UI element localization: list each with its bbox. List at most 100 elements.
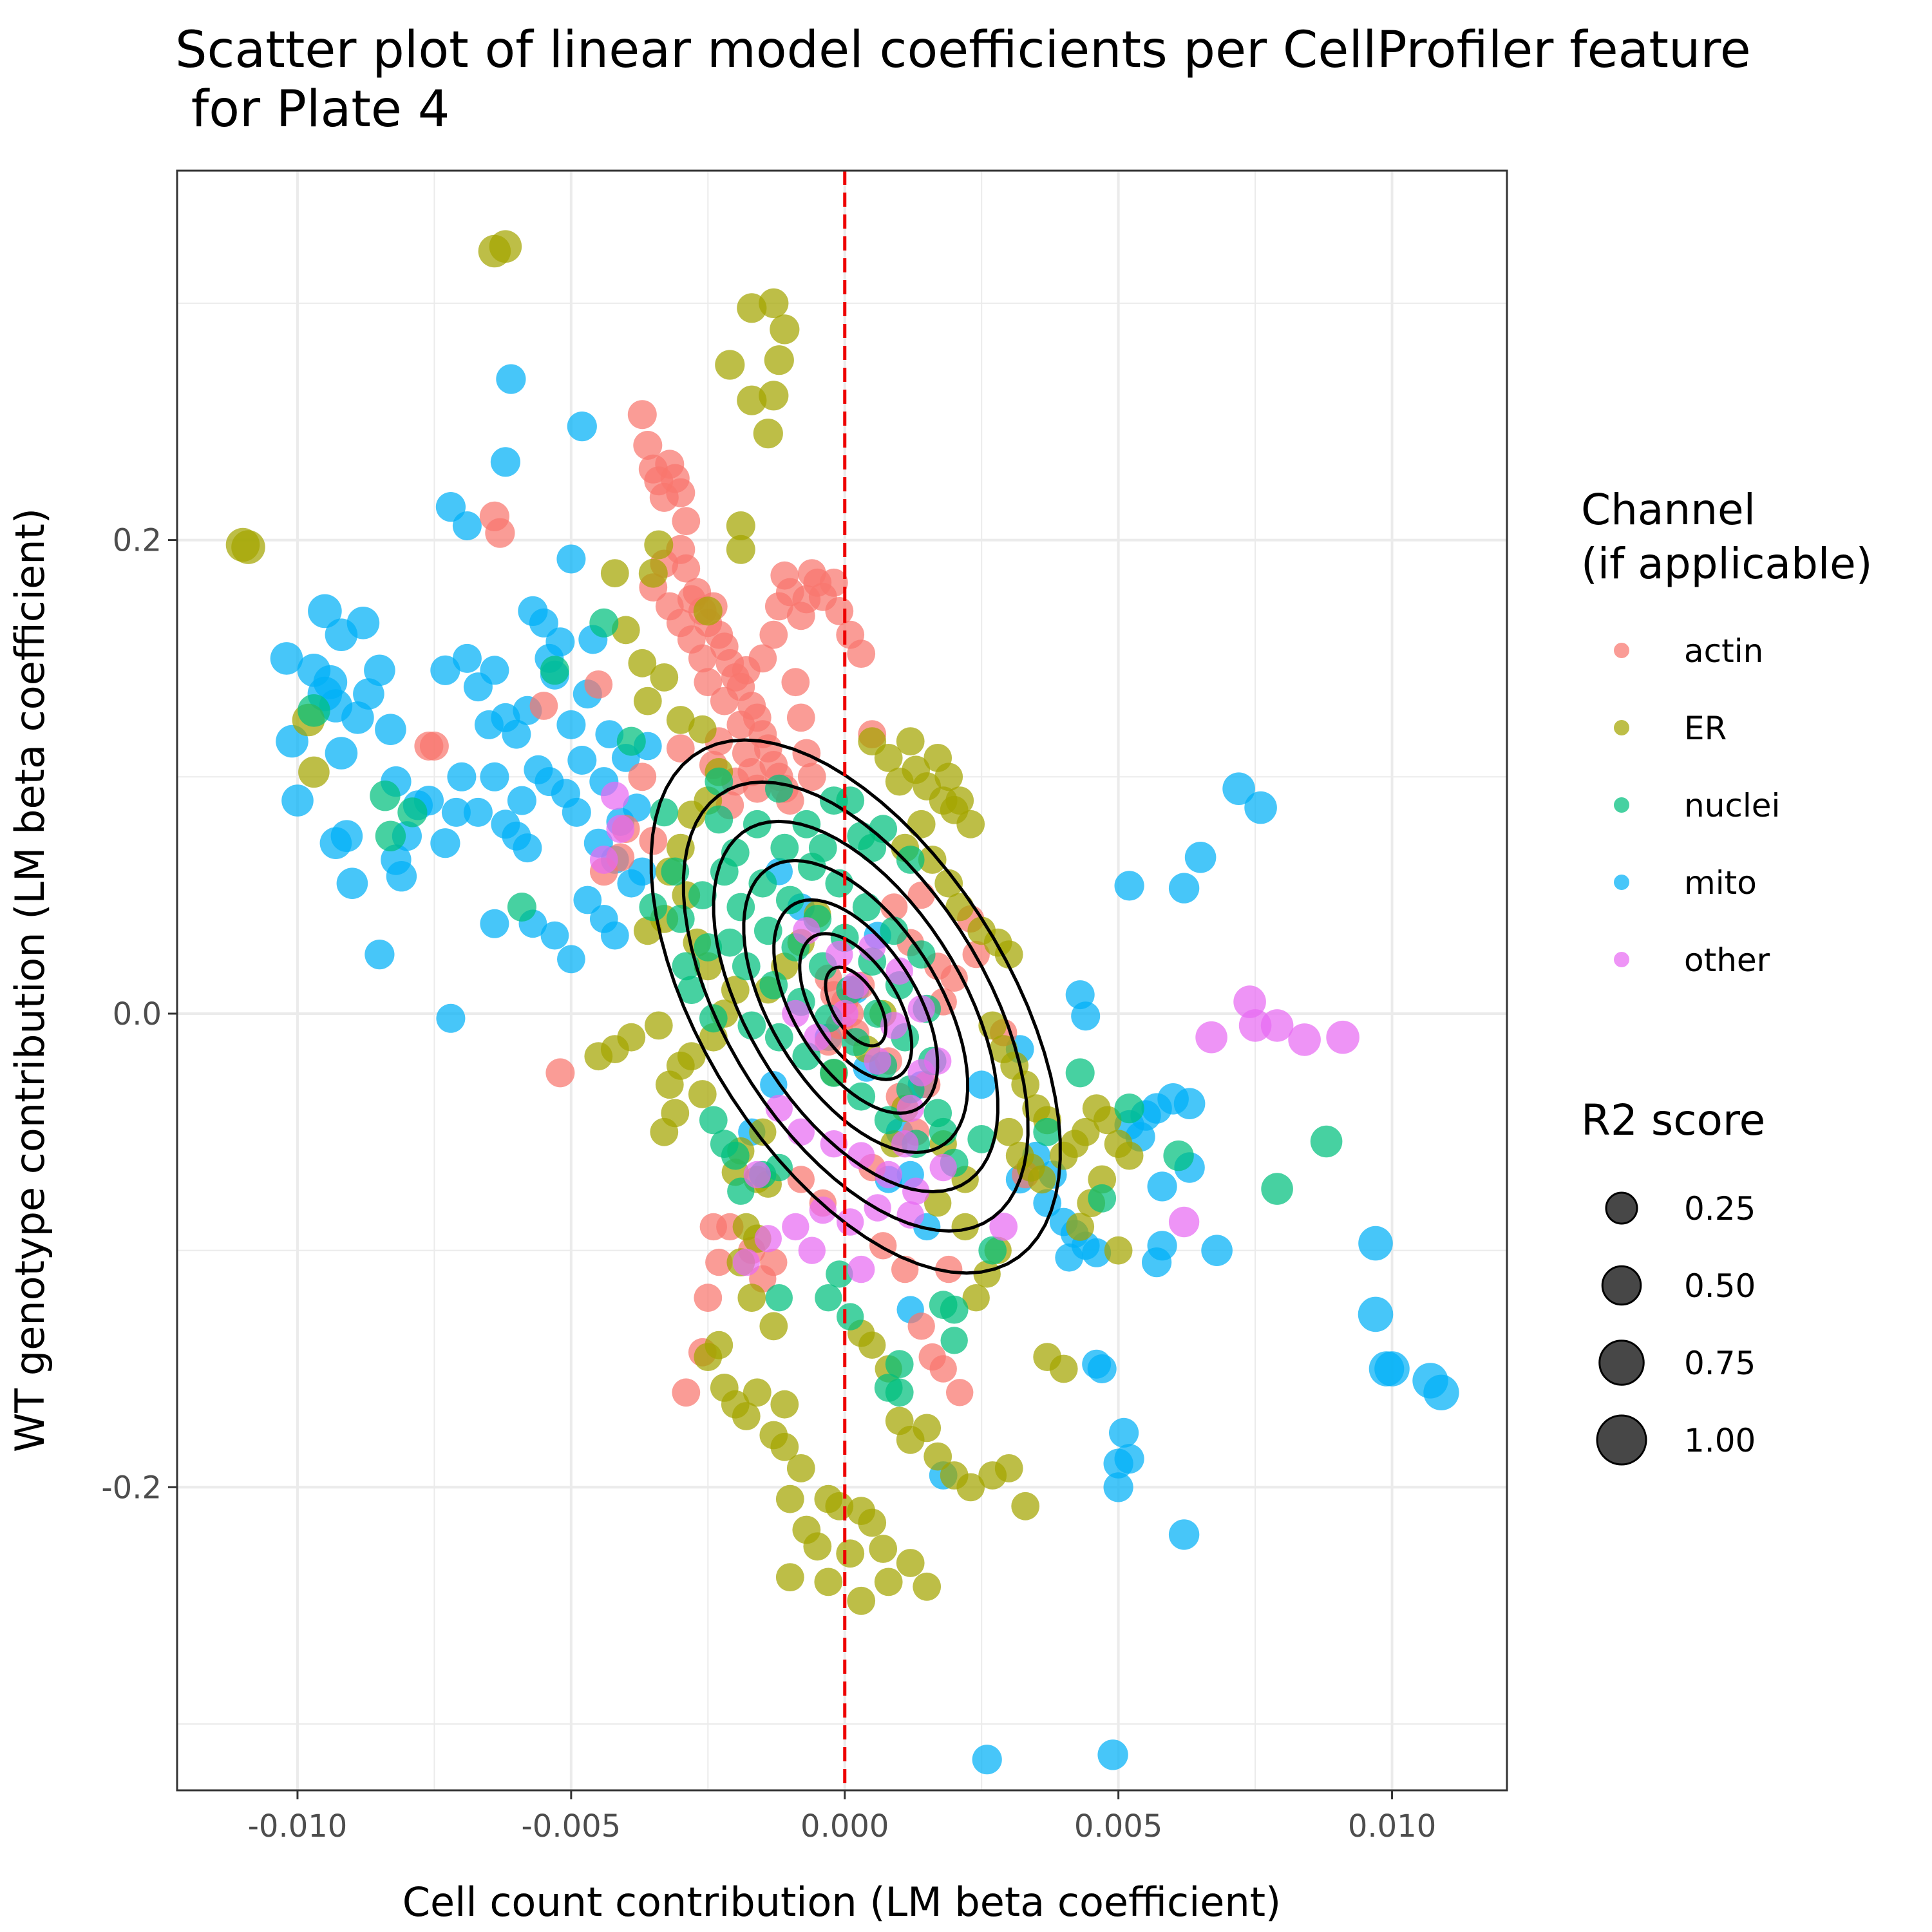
point-mito <box>325 737 358 770</box>
point-other <box>848 1255 875 1283</box>
point-mito <box>1071 1001 1101 1031</box>
point-actin <box>929 1355 957 1383</box>
point-mito <box>1358 1226 1393 1261</box>
point-actin <box>786 703 815 732</box>
point-mito <box>760 1071 788 1099</box>
point-er <box>913 1572 942 1601</box>
point-other <box>743 1160 772 1189</box>
point-actin <box>666 478 696 507</box>
point-er <box>764 345 794 375</box>
point-actin <box>726 710 755 739</box>
point-mito <box>1222 772 1255 805</box>
point-nuclei <box>1261 1173 1293 1205</box>
point-er <box>753 419 783 449</box>
x-tick-label: 0.010 <box>1348 1808 1436 1844</box>
point-actin <box>787 1166 815 1193</box>
point-mito <box>622 793 651 822</box>
legend-size-label: 0.75 <box>1684 1345 1756 1382</box>
point-er <box>726 511 755 540</box>
point-er <box>584 1042 613 1071</box>
point-er <box>994 940 1023 969</box>
point-er <box>693 596 723 626</box>
point-mito <box>1201 1235 1233 1266</box>
point-er <box>770 1390 799 1419</box>
point-er <box>759 1312 788 1341</box>
point-mito <box>480 762 509 791</box>
point-mito <box>336 867 368 899</box>
point-nuclei <box>1033 1117 1062 1146</box>
point-actin <box>710 687 739 715</box>
point-mito <box>452 643 482 673</box>
point-mito <box>430 655 460 685</box>
point-nuclei <box>764 1023 793 1052</box>
point-actin <box>797 762 826 791</box>
point-actin <box>633 431 663 460</box>
legend-key-er <box>1614 720 1629 735</box>
point-er <box>869 1535 898 1563</box>
point-er <box>644 530 674 560</box>
point-other <box>1260 1009 1294 1042</box>
point-er <box>749 1118 777 1146</box>
x-tick-label: -0.005 <box>521 1808 621 1844</box>
point-actin <box>705 1248 733 1276</box>
point-nuclei <box>1310 1125 1343 1158</box>
point-mito <box>1358 1296 1394 1332</box>
point-mito <box>567 412 597 442</box>
point-other <box>1168 1206 1200 1238</box>
point-er <box>907 810 936 838</box>
point-actin <box>545 1058 575 1088</box>
point-nuclei <box>929 1291 958 1320</box>
point-er <box>628 649 657 677</box>
point-other <box>754 1225 782 1253</box>
point-er <box>786 1454 815 1482</box>
point-er <box>298 756 330 788</box>
point-mito <box>435 492 466 522</box>
point-nuclei <box>715 928 744 957</box>
legend-key-actin <box>1614 643 1629 658</box>
legend-r2: R2 score 0.25 0.50 0.75 1.00 <box>1581 1095 1765 1466</box>
point-nuclei <box>967 1125 996 1153</box>
point-mito <box>507 786 536 815</box>
chart-subtitle: for Plate 4 <box>175 80 450 138</box>
point-mito <box>430 828 460 858</box>
point-mito <box>441 797 471 827</box>
point-mito <box>1141 1093 1172 1124</box>
point-mito <box>513 833 542 863</box>
data-points <box>225 230 1459 1775</box>
point-mito <box>1168 873 1200 904</box>
point-nuclei <box>764 774 793 803</box>
point-nuclei <box>639 893 668 922</box>
legend-label-mito: mito <box>1684 864 1757 902</box>
point-other <box>826 940 853 969</box>
legend-size-label: 1.00 <box>1684 1422 1756 1459</box>
point-mito <box>573 886 602 914</box>
point-mito <box>567 746 597 775</box>
point-er <box>814 1567 843 1596</box>
point-mito <box>1147 1171 1177 1202</box>
point-nuclei <box>748 869 777 898</box>
point-er <box>913 1414 942 1443</box>
point-er <box>1033 1343 1062 1372</box>
point-nuclei <box>1065 1058 1095 1088</box>
point-nuclei <box>616 726 646 756</box>
point-nuclei <box>869 815 898 844</box>
point-er <box>924 1189 952 1217</box>
point-other <box>809 1197 837 1224</box>
point-other <box>875 1160 902 1189</box>
point-nuclei <box>1088 1184 1117 1213</box>
legend-channel: Channel (if applicable) actin ER nuclei mit… <box>1581 485 1873 979</box>
point-nuclei <box>666 905 695 933</box>
point-nuclei <box>815 1284 842 1312</box>
point-other <box>880 1012 908 1039</box>
point-er <box>934 869 963 898</box>
legend-key-nuclei <box>1614 797 1629 813</box>
point-mito <box>496 364 526 394</box>
point-nuclei <box>874 1374 903 1402</box>
point-er <box>1011 1492 1040 1520</box>
point-er <box>600 559 629 587</box>
point-mito <box>341 701 374 734</box>
point-mito <box>628 857 657 886</box>
point-er <box>1071 1117 1100 1146</box>
point-actin <box>935 1255 963 1283</box>
point-mito <box>557 945 585 974</box>
